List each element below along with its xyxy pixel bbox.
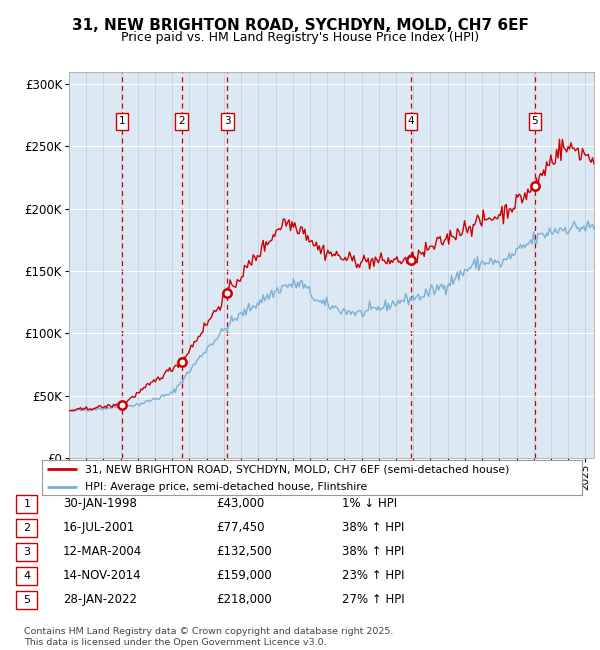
- Text: 30-JAN-1998: 30-JAN-1998: [63, 497, 137, 510]
- Text: 5: 5: [23, 595, 31, 605]
- Text: £218,000: £218,000: [216, 593, 272, 606]
- Text: 1% ↓ HPI: 1% ↓ HPI: [342, 497, 397, 510]
- Text: £77,450: £77,450: [216, 521, 265, 534]
- Text: £43,000: £43,000: [216, 497, 264, 510]
- Text: 14-NOV-2014: 14-NOV-2014: [63, 569, 142, 582]
- Text: 38% ↑ HPI: 38% ↑ HPI: [342, 545, 404, 558]
- Text: 38% ↑ HPI: 38% ↑ HPI: [342, 521, 404, 534]
- Text: 12-MAR-2004: 12-MAR-2004: [63, 545, 142, 558]
- Text: 1: 1: [119, 116, 125, 126]
- Text: 3: 3: [224, 116, 230, 126]
- Text: 23% ↑ HPI: 23% ↑ HPI: [342, 569, 404, 582]
- Text: 4: 4: [408, 116, 415, 126]
- Text: 4: 4: [23, 571, 31, 581]
- Text: £132,500: £132,500: [216, 545, 272, 558]
- Text: Price paid vs. HM Land Registry's House Price Index (HPI): Price paid vs. HM Land Registry's House …: [121, 31, 479, 44]
- Text: 1: 1: [23, 499, 31, 509]
- Text: HPI: Average price, semi-detached house, Flintshire: HPI: Average price, semi-detached house,…: [85, 482, 367, 492]
- Text: 2: 2: [23, 523, 31, 533]
- Text: 16-JUL-2001: 16-JUL-2001: [63, 521, 135, 534]
- Text: 31, NEW BRIGHTON ROAD, SYCHDYN, MOLD, CH7 6EF: 31, NEW BRIGHTON ROAD, SYCHDYN, MOLD, CH…: [71, 18, 529, 33]
- Text: 28-JAN-2022: 28-JAN-2022: [63, 593, 137, 606]
- Text: 27% ↑ HPI: 27% ↑ HPI: [342, 593, 404, 606]
- Text: £159,000: £159,000: [216, 569, 272, 582]
- Text: 2: 2: [178, 116, 185, 126]
- Text: 3: 3: [23, 547, 31, 557]
- Text: 5: 5: [532, 116, 538, 126]
- Text: 31, NEW BRIGHTON ROAD, SYCHDYN, MOLD, CH7 6EF (semi-detached house): 31, NEW BRIGHTON ROAD, SYCHDYN, MOLD, CH…: [85, 464, 509, 474]
- Text: Contains HM Land Registry data © Crown copyright and database right 2025.
This d: Contains HM Land Registry data © Crown c…: [24, 627, 394, 647]
